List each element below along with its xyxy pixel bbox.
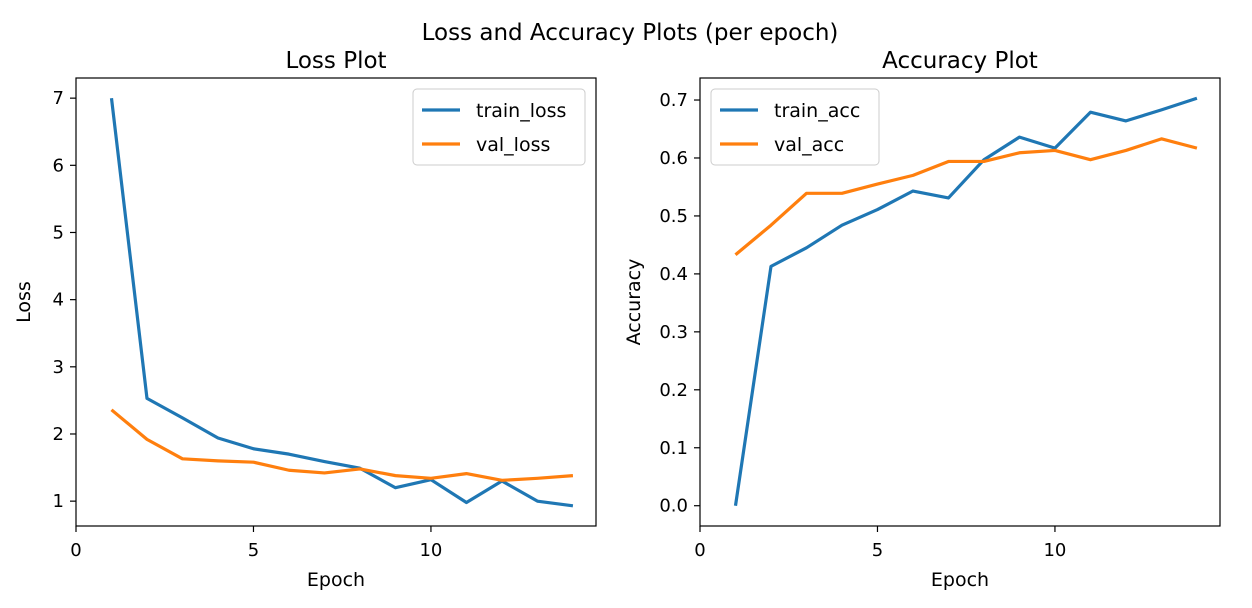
accuracy-y-tick-label: 0.4 (659, 264, 688, 285)
loss-y-tick-label: 5 (53, 222, 64, 243)
accuracy-y-tick-label: 0.6 (659, 148, 688, 169)
accuracy-x-axis-label: Epoch (931, 569, 989, 591)
loss-x-tick-label: 5 (248, 540, 259, 561)
loss-plot-title: Loss Plot (285, 48, 386, 74)
loss-legend-label-val_loss: val_loss (476, 134, 550, 156)
accuracy-axes-frame (699, 77, 1221, 527)
accuracy-y-tick-label: 0.5 (659, 206, 688, 227)
loss-y-tick-label: 6 (53, 155, 64, 176)
accuracy-y-axis-label: Accuracy (623, 259, 645, 346)
accuracy-series-val_acc-line (734, 137, 1198, 256)
figure-suptitle: Loss and Accuracy Plots (per epoch) (422, 20, 839, 46)
accuracy-plot-title: Accuracy Plot (882, 48, 1038, 74)
loss-series-train_loss-line (109, 97, 574, 508)
loss-x-axis-label: Epoch (307, 569, 365, 591)
accuracy-y-tick-label: 0.3 (659, 322, 688, 343)
accuracy-y-tick-label: 0.0 (659, 496, 688, 517)
accuracy-x-tick-label: 10 (1043, 540, 1066, 561)
loss-y-axis-label: Loss (13, 281, 35, 323)
loss-y-tick-label: 2 (53, 424, 64, 445)
loss-axes-frame (75, 77, 597, 527)
accuracy-plot: 0 5 10 0.0 0.1 0.2 0.3 0.4 0.5 0.6 0.7 Accuracy Plo… (623, 48, 1221, 591)
loss-y-tick-label: 4 (53, 290, 64, 311)
loss-y-tick-label: 1 (53, 491, 64, 512)
accuracy-legend-label-train_acc: train_acc (774, 100, 860, 122)
accuracy-x-tick-label: 5 (872, 540, 883, 561)
loss-y-tick-label: 3 (53, 357, 64, 378)
loss-plot: 0 5 10 1 2 3 4 5 6 7 Loss Plot Epoch Loss train_lossv… (13, 48, 597, 591)
accuracy-y-tick-label: 0.2 (659, 380, 688, 401)
loss-x-tick-label: 10 (419, 540, 442, 561)
loss-legend-label-train_loss: train_loss (476, 100, 566, 122)
accuracy-y-tick-label: 0.7 (659, 90, 688, 111)
loss-legend-box (412, 88, 586, 166)
loss-legend: train_loss val_loss (412, 88, 586, 166)
accuracy-legend: train_acc val_acc (710, 88, 880, 166)
loss-y-tick-label: 7 (53, 88, 64, 109)
accuracy-y-tick-label: 0.1 (659, 438, 688, 459)
loss-series-val_loss-line (110, 408, 574, 482)
accuracy-legend-box (710, 88, 880, 166)
accuracy-series-train_acc-line (733, 96, 1198, 506)
accuracy-legend-label-val_acc: val_acc (774, 134, 844, 156)
loss-x-tick-label: 0 (70, 540, 81, 561)
accuracy-x-tick-label: 0 (694, 540, 705, 561)
